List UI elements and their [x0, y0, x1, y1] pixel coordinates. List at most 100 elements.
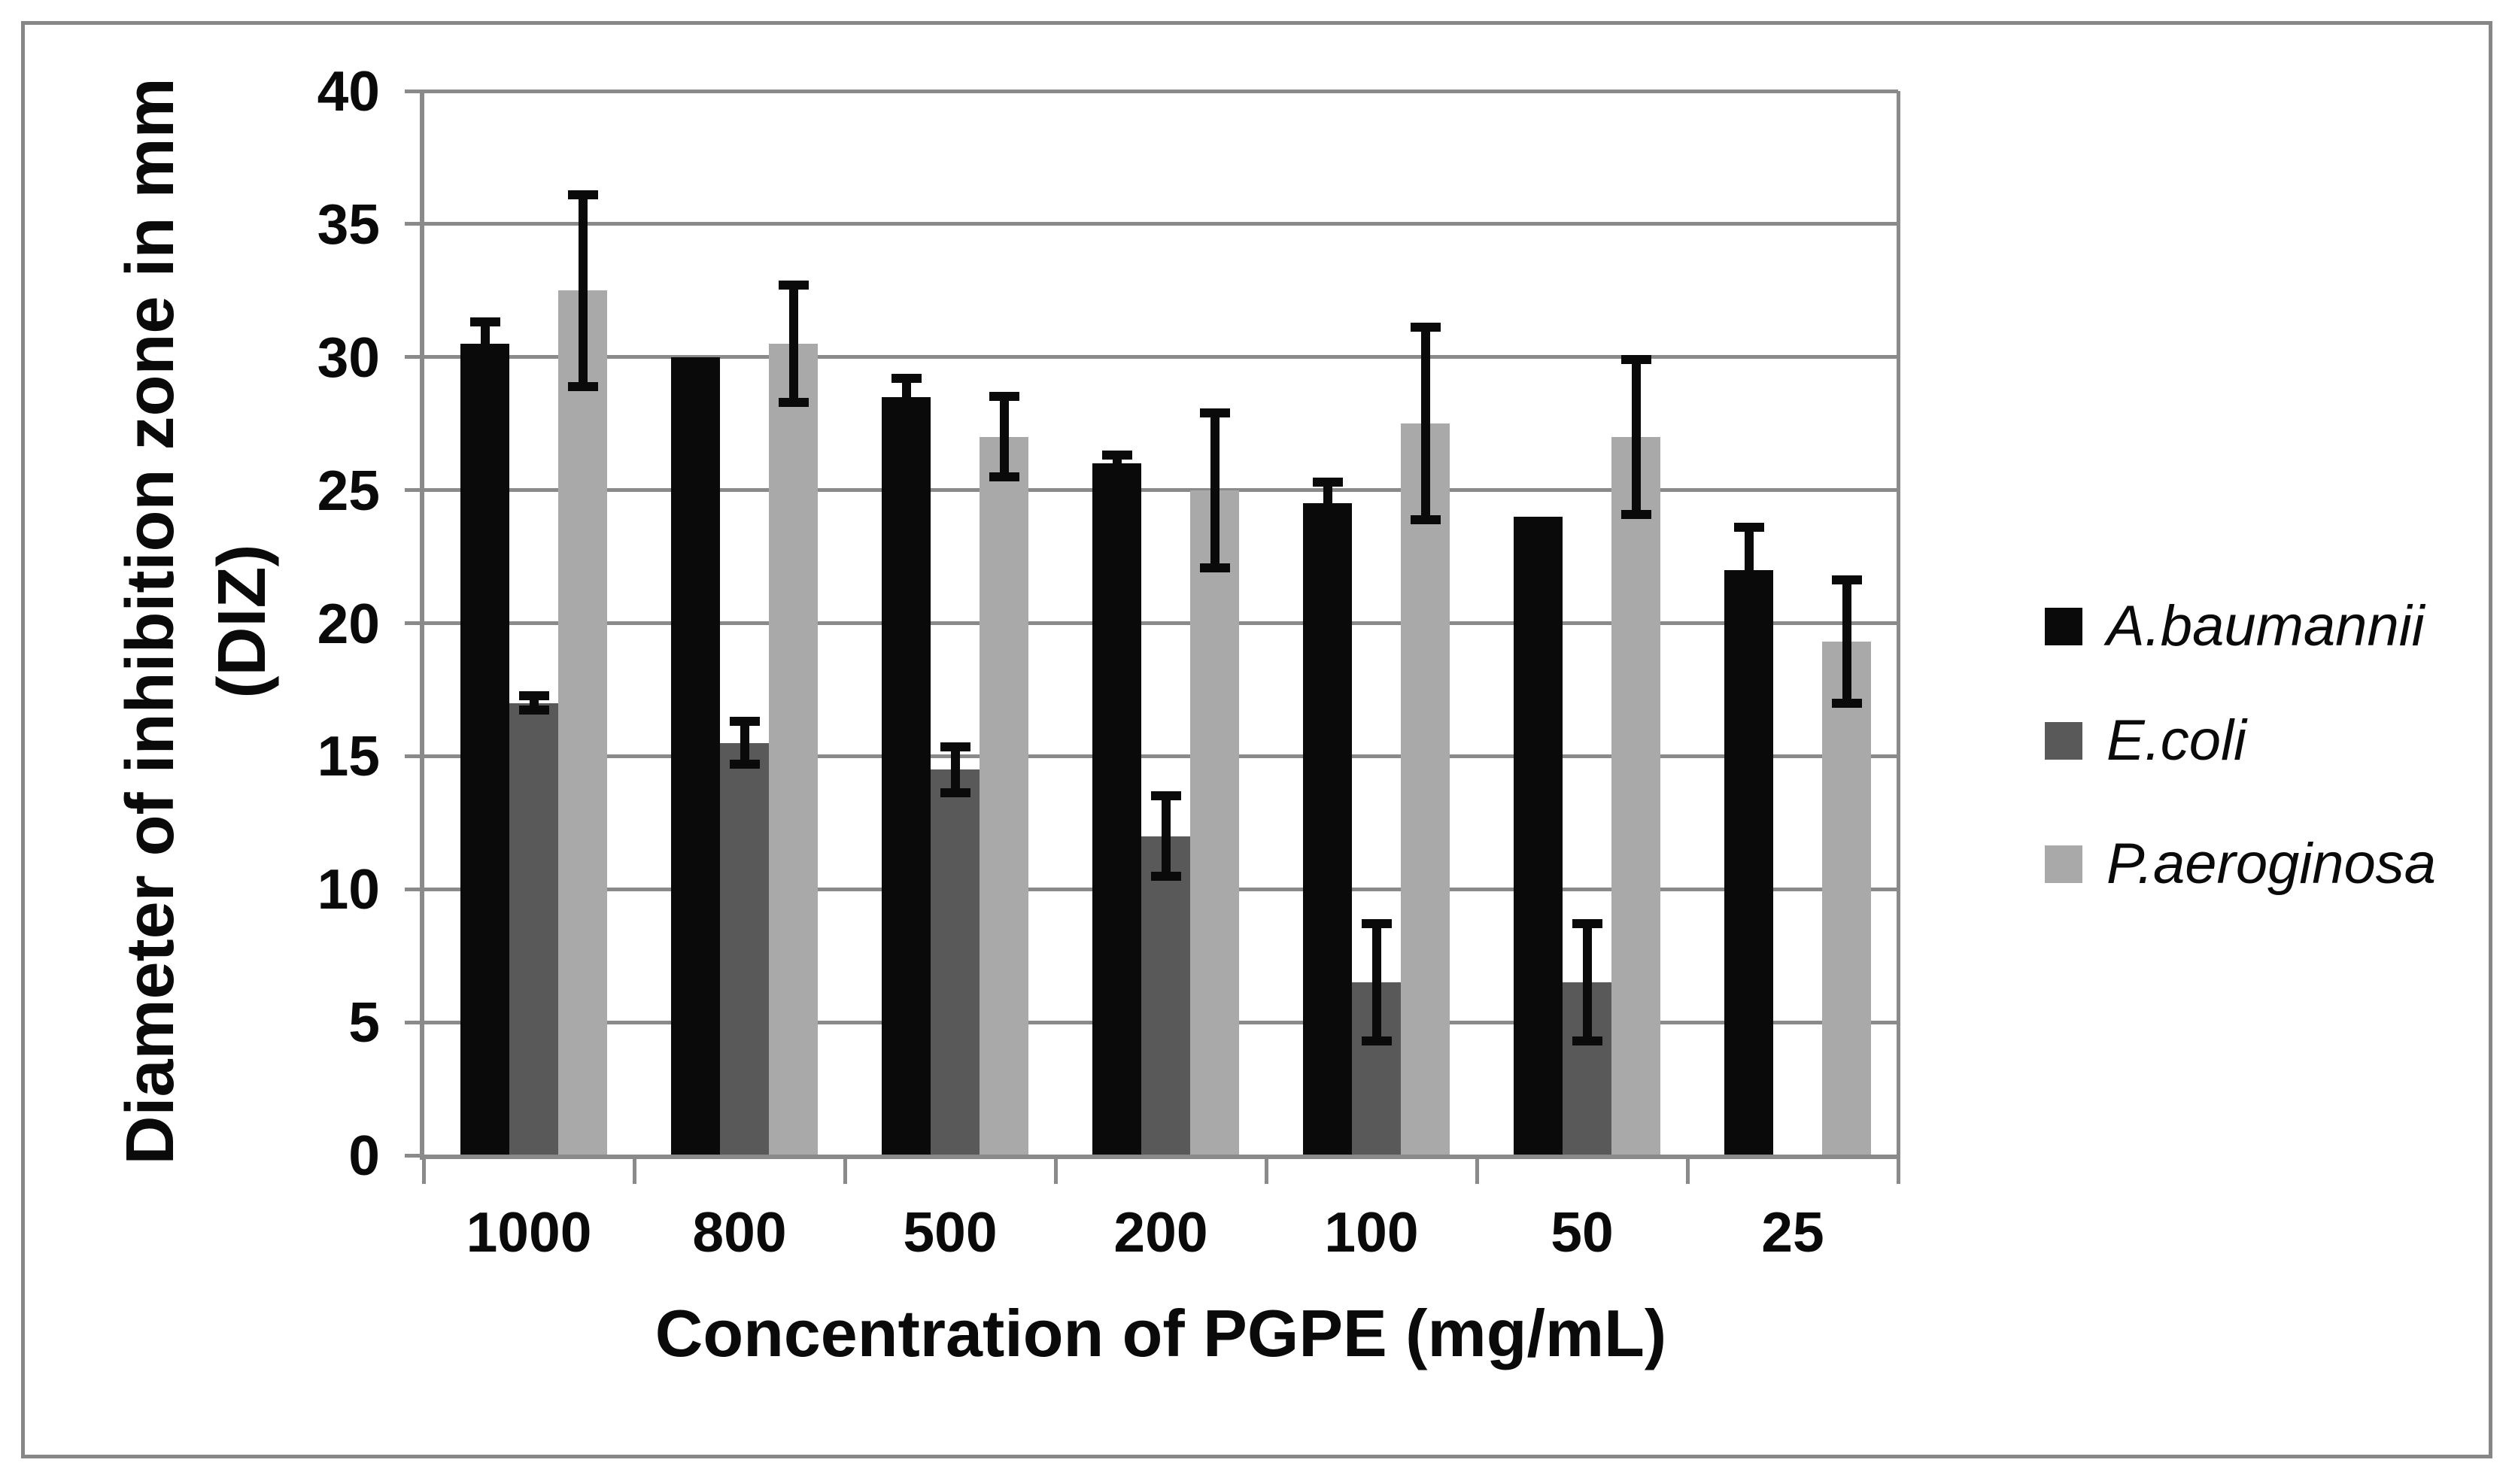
- gridline-15: [424, 754, 1898, 758]
- errorbar-cap-bottom-A.baumannii-100: [1312, 520, 1343, 530]
- errorbar-cap-bottom-E.coli-800: [729, 760, 760, 769]
- gridline-20: [424, 621, 1898, 625]
- errorbar-cap-top-E.coli-50: [1572, 918, 1602, 928]
- gridline-35: [424, 222, 1898, 226]
- bar-P.aeroginosa-800: [769, 344, 818, 1155]
- errorbar-cap-bottom-P.aeroginosa-1000: [567, 382, 598, 392]
- errorbar-cap-top-P.aeroginosa-25: [1831, 575, 1862, 585]
- errorbar-cap-bottom-P.aeroginosa-100: [1410, 515, 1441, 524]
- x-tick-2: [843, 1155, 847, 1184]
- y-tick-20: [405, 621, 424, 625]
- errorbar-cap-bottom-E.coli-1000: [518, 705, 549, 715]
- y-tick-label-35: 35: [317, 192, 380, 256]
- errorbar-cap-top-E.coli-200: [1150, 791, 1181, 800]
- x-tick-label-100: 100: [1324, 1200, 1419, 1264]
- gridline-40: [424, 89, 1898, 93]
- x-axis-line: [424, 1155, 1898, 1159]
- y-axis-title-line1: Diameter of inhibition zone in mm: [113, 77, 188, 1165]
- errorbar-line-P.aeroginosa-100: [1420, 330, 1430, 517]
- errorbar-line-P.aeroginosa-25: [1842, 583, 1851, 701]
- bar-P.aeroginosa-500: [980, 436, 1028, 1155]
- y-axis-line: [420, 91, 424, 1160]
- errorbar-line-E.coli-50: [1582, 926, 1592, 1039]
- bar-A.baumannii-500: [882, 396, 931, 1155]
- bar-P.aeroginosa-200: [1190, 490, 1239, 1155]
- errorbar-line-E.coli-500: [950, 749, 960, 790]
- bar-A.baumannii-1000: [460, 344, 509, 1155]
- legend-swatch-p-aeroginosa: [2045, 845, 2082, 883]
- gridline-30: [424, 355, 1898, 360]
- errorbar-cap-bottom-A.baumannii-500: [891, 411, 922, 421]
- legend-label-e-coli: E.coli: [2106, 709, 2246, 772]
- gridline-25: [424, 488, 1898, 493]
- errorbar-line-E.coli-1000: [529, 699, 539, 707]
- x-tick-0: [422, 1155, 426, 1184]
- legend-item-a-baumannii: A.baumannii: [2045, 595, 2425, 658]
- errorbar-line-E.coli-200: [1161, 798, 1171, 874]
- errorbar-cap-bottom-E.coli-50: [1572, 1036, 1602, 1046]
- x-tick-4: [1265, 1155, 1268, 1184]
- errorbar-cap-bottom-P.aeroginosa-25: [1831, 699, 1862, 709]
- y-tick-40: [405, 89, 424, 93]
- x-tick-label-25: 25: [1761, 1200, 1824, 1264]
- legend-swatch-e-coli: [2045, 722, 2082, 760]
- y-tick-label-0: 0: [348, 1124, 380, 1187]
- y-tick-15: [405, 754, 424, 758]
- bar-P.aeroginosa-25: [1822, 642, 1871, 1155]
- y-tick-label-15: 15: [317, 724, 380, 788]
- errorbar-cap-top-A.baumannii-100: [1312, 477, 1343, 487]
- bar-P.aeroginosa-100: [1401, 423, 1450, 1155]
- legend-item-e-coli: E.coli: [2045, 709, 2246, 772]
- errorbar-line-P.aeroginosa-500: [999, 399, 1009, 475]
- figure-border: [21, 21, 2492, 1458]
- errorbar-line-P.aeroginosa-800: [788, 287, 798, 400]
- errorbar-cap-bottom-A.baumannii-25: [1733, 608, 1764, 618]
- y-tick-30: [405, 355, 424, 360]
- errorbar-cap-bottom-P.aeroginosa-200: [1199, 563, 1230, 572]
- legend-swatch-a-baumannii: [2045, 608, 2082, 645]
- y-tick-label-10: 10: [317, 857, 380, 921]
- errorbar-line-E.coli-100: [1371, 926, 1381, 1039]
- y-tick-25: [405, 488, 424, 493]
- errorbar-cap-top-A.baumannii-200: [1101, 451, 1132, 460]
- x-tick-label-800: 800: [692, 1200, 787, 1264]
- errorbar-cap-top-P.aeroginosa-1000: [567, 190, 598, 199]
- x-tick-7: [1897, 1155, 1900, 1184]
- errorbar-cap-bottom-E.coli-100: [1361, 1036, 1392, 1046]
- bar-P.aeroginosa-1000: [558, 290, 607, 1155]
- y-tick-label-40: 40: [317, 59, 380, 123]
- errorbar-cap-top-P.aeroginosa-500: [989, 392, 1019, 402]
- errorbar-line-A.baumannii-500: [901, 381, 911, 414]
- errorbar-cap-top-E.coli-100: [1361, 918, 1392, 928]
- errorbar-line-A.baumannii-100: [1323, 484, 1332, 523]
- x-tick-label-500: 500: [903, 1200, 998, 1264]
- errorbar-line-P.aeroginosa-200: [1210, 415, 1220, 565]
- x-tick-label-1000: 1000: [466, 1200, 592, 1264]
- errorbar-cap-bottom-A.baumannii-200: [1101, 467, 1132, 477]
- y-tick-label-25: 25: [317, 458, 380, 522]
- errorbar-cap-top-P.aeroginosa-800: [778, 280, 809, 290]
- bar-A.baumannii-50: [1514, 517, 1563, 1155]
- errorbar-line-P.aeroginosa-1000: [578, 197, 588, 384]
- errorbar-cap-top-A.baumannii-25: [1733, 522, 1764, 532]
- errorbar-line-P.aeroginosa-50: [1631, 362, 1641, 511]
- errorbar-cap-bottom-P.aeroginosa-50: [1620, 509, 1651, 519]
- bar-A.baumannii-200: [1092, 463, 1141, 1155]
- bar-E.coli-200: [1141, 836, 1190, 1155]
- y-tick-5: [405, 1020, 424, 1024]
- bar-A.baumannii-800: [671, 357, 720, 1155]
- x-tick-1: [633, 1155, 636, 1184]
- errorbar-line-A.baumannii-200: [1112, 458, 1122, 469]
- errorbar-cap-top-E.coli-800: [729, 716, 760, 726]
- errorbar-cap-bottom-E.coli-200: [1150, 872, 1181, 882]
- legend-label-p-aeroginosa: P.aeroginosa: [2106, 832, 2437, 896]
- errorbar-cap-top-A.baumannii-500: [891, 373, 922, 383]
- legend-item-p-aeroginosa: P.aeroginosa: [2045, 833, 2436, 896]
- errorbar-cap-top-P.aeroginosa-100: [1410, 323, 1441, 332]
- errorbar-line-A.baumannii-1000: [480, 325, 490, 363]
- errorbar-cap-bottom-P.aeroginosa-500: [989, 472, 1019, 482]
- bar-E.coli-800: [720, 742, 769, 1155]
- x-tick-label-50: 50: [1551, 1200, 1614, 1264]
